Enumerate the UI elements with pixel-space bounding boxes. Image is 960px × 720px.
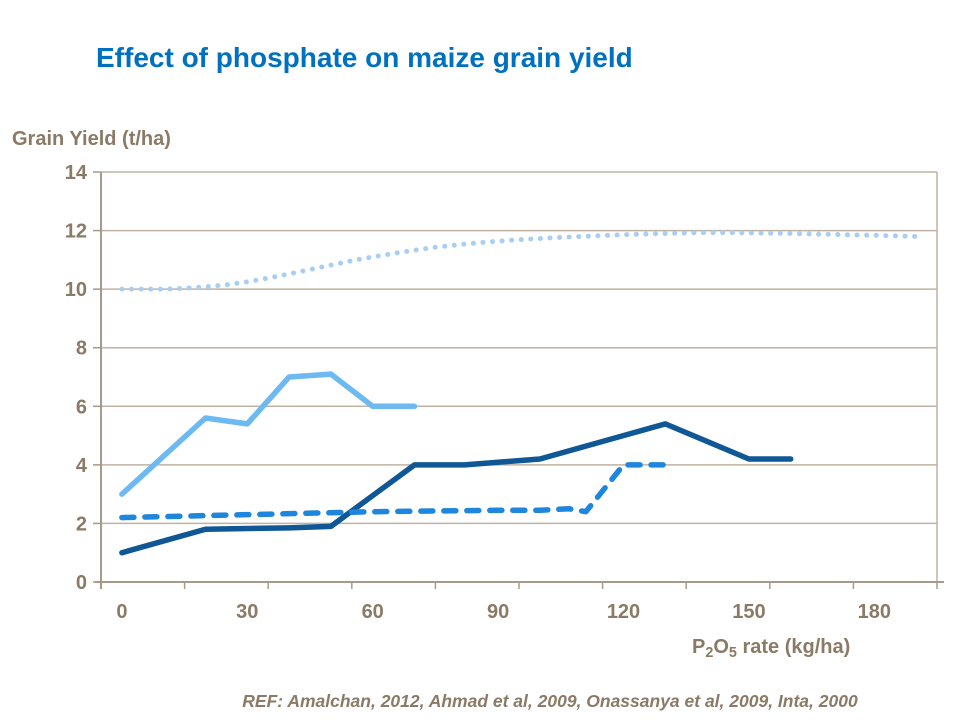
y-tick-label: 12 <box>65 221 87 243</box>
x-axis-tick-labels: 0 30 60 90 120 150 180 <box>116 601 891 623</box>
series-dashed-blue <box>119 462 673 521</box>
y-tick-label: 0 <box>76 572 87 594</box>
chart-title: Effect of phosphate on maize grain yield <box>96 42 633 73</box>
x-axis-ticks <box>100 582 938 589</box>
y-tick-label: 10 <box>65 279 87 301</box>
x-tick-label: 0 <box>116 601 127 623</box>
x-tick-label: 90 <box>487 601 509 623</box>
x-tick-label: 60 <box>362 601 384 623</box>
x-tick-label: 180 <box>858 601 891 623</box>
y-axis-tick-labels: 0 2 4 6 8 10 12 14 <box>65 162 88 594</box>
y-axis-ticks <box>93 171 101 583</box>
gridlines <box>101 171 937 525</box>
series-lines <box>119 230 919 556</box>
x-tick-label: 30 <box>236 601 258 623</box>
y-tick-label: 6 <box>76 396 87 418</box>
series-solid-light-blue <box>119 371 418 497</box>
series-solid-dark-blue <box>119 421 794 556</box>
series-dotted-light-blue <box>119 230 919 292</box>
y-tick-label: 4 <box>76 455 88 477</box>
x-tick-label: 120 <box>607 601 640 623</box>
y-tick-label: 2 <box>76 513 87 535</box>
reference-text: REF: Amalchan, 2012, Ahmad et al, 2009, … <box>242 691 858 711</box>
y-axis-title: Grain Yield (t/ha) <box>12 128 171 150</box>
x-axis-title: P2O5 rate (kg/ha) <box>692 636 851 662</box>
x-tick-label: 150 <box>732 601 765 623</box>
y-tick-label: 8 <box>76 338 87 360</box>
y-tick-label: 14 <box>65 162 88 184</box>
